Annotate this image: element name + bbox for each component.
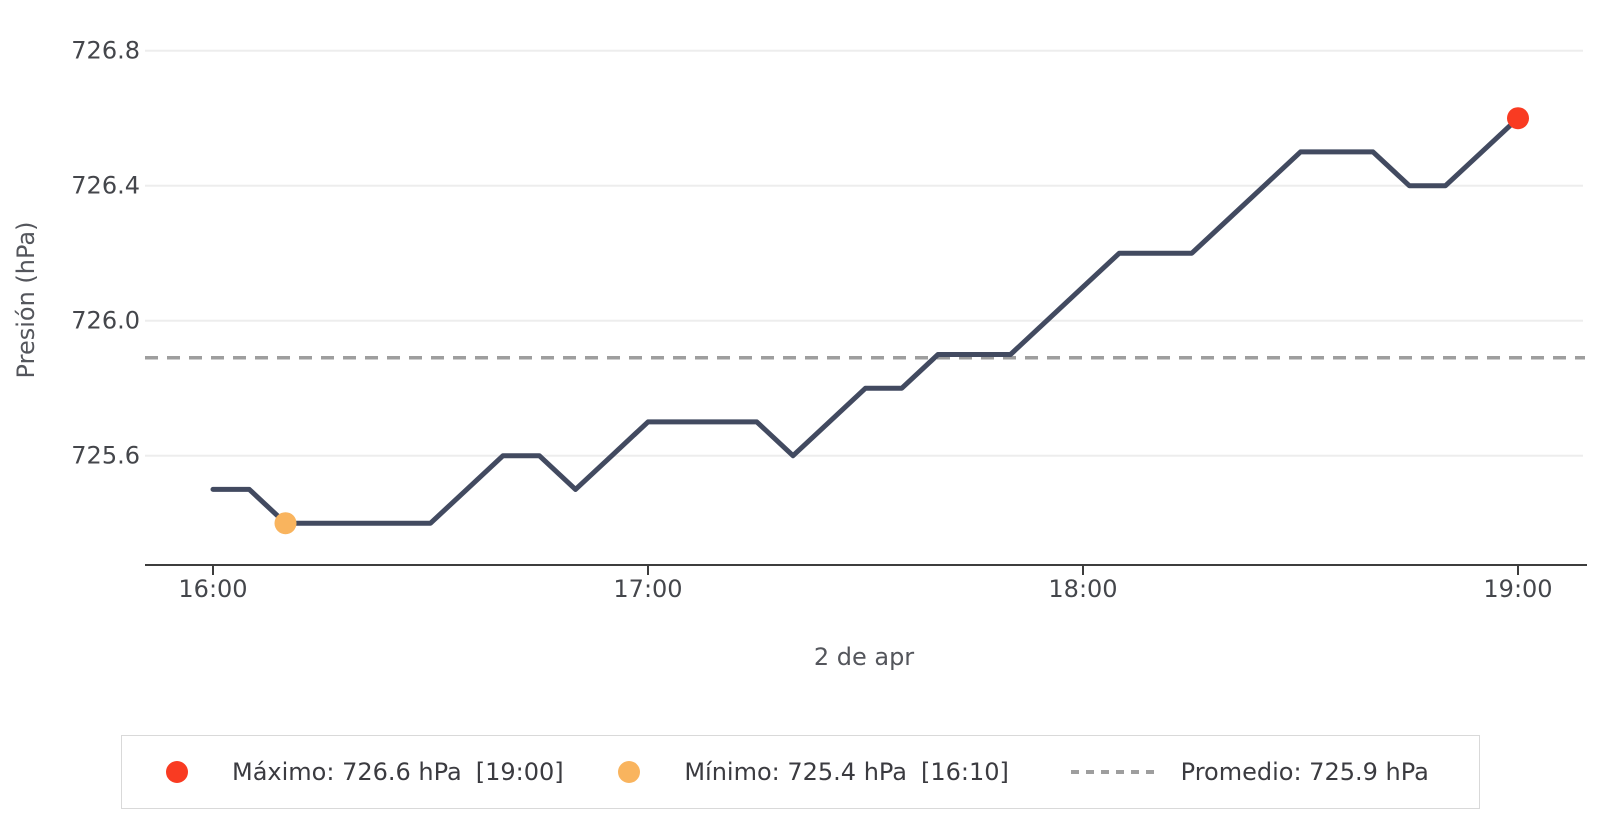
legend-max-time: [19:00] — [475, 758, 564, 786]
x-tick-label: 18:00 — [1048, 575, 1117, 603]
legend-min-label: Mínimo: 725.4 hPa — [684, 758, 908, 786]
y-tick-label: 725.6 — [71, 442, 140, 470]
legend-average-label: Promedio: 725.9 hPa — [1180, 758, 1429, 786]
pressure-chart: 726.8 726.4 726.0 725.6 16:00 17:00 18:00 19:0… — [12, 37, 1587, 671]
x-tick-label: 16:00 — [178, 575, 247, 603]
max-point-marker — [1507, 107, 1529, 130]
y-tick-label: 726.8 — [71, 37, 140, 65]
y-tick-labels: 726.8 726.4 726.0 725.6 — [71, 37, 140, 470]
x-tick-marks — [212, 566, 1519, 575]
y-tick-label: 726.0 — [71, 307, 140, 335]
min-legend-dot-icon — [618, 761, 641, 783]
y-tick-label: 726.4 — [71, 172, 140, 200]
legend-item-max: Máximo: 726.6 hPa [19:00] — [122, 758, 574, 786]
max-legend-dot-icon — [166, 761, 188, 783]
x-tick-labels: 16:00 17:00 18:00 19:00 — [178, 575, 1552, 603]
y-axis-title: Presión (hPa) — [12, 222, 40, 379]
pressure-line — [210, 115, 1521, 526]
x-tick-label: 19:00 — [1483, 575, 1552, 603]
y-gridlines — [145, 49, 1583, 457]
min-point-marker — [274, 512, 297, 535]
legend-max-label: Máximo: 726.6 hPa — [232, 758, 462, 786]
legend-item-min: Mínimo: 725.4 hPa [16:10] — [574, 758, 1026, 786]
average-legend-dash-icon — [1070, 770, 1154, 774]
x-tick-label: 17:00 — [613, 575, 682, 603]
legend-item-average: Promedio: 725.9 hPa — [1027, 758, 1479, 786]
chart-legend: Máximo: 726.6 hPa [19:00] Mínimo: 725.4 … — [121, 735, 1480, 809]
legend-min-time: [16:10] — [921, 758, 1009, 786]
x-axis-title: 2 de apr — [814, 643, 914, 671]
